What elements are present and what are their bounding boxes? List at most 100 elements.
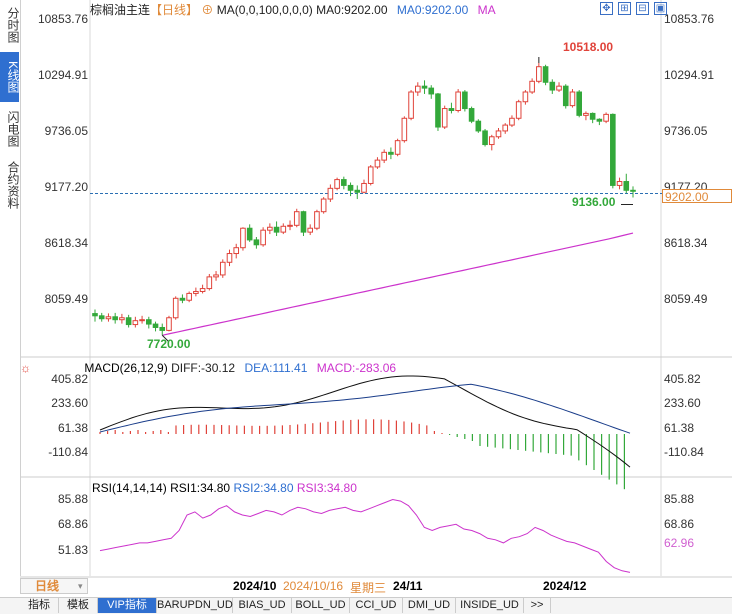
macd-diff-line [99, 375, 631, 468]
settings-icon[interactable]: ⊕ [201, 3, 214, 17]
tab-indicator[interactable]: 指标 [20, 598, 59, 613]
tab-contract-info[interactable]: 合约资料 [6, 161, 20, 209]
candle-body [583, 112, 589, 116]
zoom-out-icon[interactable]: ⊟ [636, 2, 649, 15]
candle-body [112, 316, 118, 321]
candle-body [562, 85, 569, 107]
cursor-weekday: 星期三 [350, 581, 387, 595]
macd-y-label-right: 233.60 [664, 396, 701, 410]
candle-body [186, 292, 192, 301]
macd-y-label-right: 405.82 [664, 372, 701, 386]
candle-body [172, 297, 179, 319]
candle-body [132, 320, 139, 326]
candle-body [455, 91, 461, 111]
macd-y-label-right: -110.84 [664, 445, 704, 459]
candle-body [388, 151, 394, 155]
candle-body [354, 189, 361, 193]
candle-body [119, 317, 125, 321]
macd-value: MACD:-283.06 [316, 361, 397, 375]
macd-y-label: 61.38 [57, 421, 88, 435]
rsi-line [99, 498, 631, 573]
low-label: 7720.00 [147, 337, 191, 351]
macd-dea: DEA:111.41 [244, 361, 308, 375]
tab-barupdn[interactable]: BARUPDN_UD [157, 598, 233, 613]
recent-low-label: 9136.00 [572, 195, 616, 209]
rsi-y-label-right: 68.86 [664, 517, 695, 531]
candle-body [374, 159, 381, 168]
candle-body [98, 315, 105, 320]
candle-body [219, 261, 226, 276]
zoom-in-icon[interactable]: ⊞ [618, 2, 631, 15]
candle-body [482, 130, 488, 146]
rsi2: RSI2:34.80 [233, 481, 294, 495]
y-label-right: 8059.49 [664, 292, 708, 306]
candle-body [381, 151, 387, 161]
rsi-current-tag: 62.96 [662, 536, 732, 550]
rsi-y-label: 51.83 [57, 543, 88, 557]
rsi-y-label: 85.88 [57, 492, 88, 506]
y-label-left: 10294.91 [37, 68, 88, 82]
candle-body [515, 101, 522, 119]
candle-body [199, 288, 206, 292]
tab-flash[interactable]: 闪电图 [6, 111, 20, 147]
sun-icon[interactable]: ☼ [20, 361, 31, 375]
cursor-date: 2024/10/16 [283, 579, 344, 593]
candle-body [536, 66, 542, 82]
indicator-tab-bar: 指标 模板 VIP指标 BARUPDN_UD BIAS_UD BOLL_UD C… [0, 597, 732, 614]
candle-body [240, 227, 246, 249]
fullscreen-icon[interactable]: ▣ [654, 2, 667, 15]
macd-y-label: 405.82 [51, 372, 88, 386]
tab-dmi[interactable]: DMI_UD [403, 598, 456, 613]
y-label-left: 8618.34 [44, 236, 88, 250]
candle-body [549, 81, 556, 91]
candle-body [495, 130, 502, 138]
macd-y-label-right: 61.38 [664, 421, 695, 435]
y-label-right: 8618.34 [664, 236, 708, 250]
left-sidebar: 分时图 K线图 闪电图 合约资料 [0, 0, 21, 576]
candle-body [226, 253, 233, 263]
tab-boll[interactable]: BOLL_UD [292, 598, 350, 613]
ma100-line [162, 232, 634, 336]
candle-body [408, 91, 414, 119]
tab-template[interactable]: 模板 [59, 598, 98, 613]
candle-body [502, 124, 509, 132]
candle-body [327, 187, 334, 200]
tab-inside[interactable]: INSIDE_UD [456, 598, 524, 613]
candle-body [421, 85, 428, 89]
candle-body [468, 108, 475, 122]
y-label-right: 10294.91 [664, 68, 715, 82]
candle-body [475, 120, 482, 132]
rsi-title: RSI(14,14,14) [92, 481, 167, 495]
rsi-y-label-right: 85.88 [664, 492, 695, 506]
macd-diff: DIFF:-30.12 [171, 361, 236, 375]
candle-body [273, 226, 280, 233]
macd-dea-line [99, 383, 631, 434]
candle-body [341, 179, 347, 186]
current-price-tag: 9202.00 [662, 189, 732, 204]
candle-body [206, 276, 213, 290]
candle-body [139, 319, 145, 322]
tab-bias[interactable]: BIAS_UD [233, 598, 292, 613]
tab-cci[interactable]: CCI_UD [350, 598, 403, 613]
candle-body [260, 229, 266, 246]
macd-y-label: 233.60 [51, 396, 88, 410]
period-dropdown-icon[interactable]: ▾ [78, 581, 83, 591]
crosshair-icon[interactable]: ✥ [600, 2, 613, 15]
y-label-left: 9736.05 [44, 124, 88, 138]
tab-timeshare[interactable]: 分时图 [6, 7, 20, 43]
tab-more[interactable]: >> [524, 598, 551, 613]
candle-body [569, 91, 576, 107]
period-label[interactable]: 【日线】 [150, 3, 199, 17]
candle-body [435, 93, 441, 128]
symbol-name: 棕榈油主连 [90, 3, 151, 17]
candle-body [233, 247, 240, 255]
tab-kline[interactable]: K线图 [0, 52, 20, 102]
ma-params: MA(0,0,100,0,0,0) [216, 3, 313, 17]
candle-body [462, 91, 468, 110]
tab-vip-indicator[interactable]: VIP指标 [98, 598, 157, 613]
period-button[interactable]: 日线 [20, 578, 88, 594]
candle-body [542, 66, 549, 83]
date-label: 24/11 [393, 579, 423, 593]
candle-body [401, 117, 408, 142]
